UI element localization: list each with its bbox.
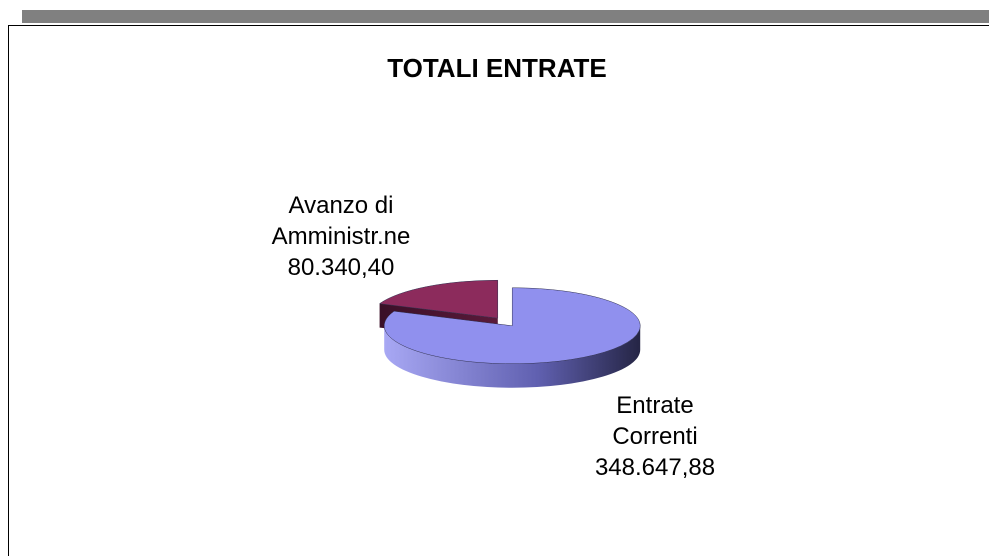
pie: [378, 279, 641, 388]
chart-frame: [8, 25, 989, 556]
top-bar: [22, 10, 989, 23]
category-label: Entrate Correnti: [612, 392, 698, 450]
slice-label: Avanzo di Amministr.ne 80.340,40: [256, 190, 426, 283]
chart-title: TOTALI ENTRATE: [387, 53, 607, 83]
slice-side: [384, 325, 641, 388]
category-label: Avanzo di Amministr.ne: [271, 192, 411, 250]
value-label: 80.340,40: [287, 254, 395, 281]
pie-slice: [384, 287, 641, 365]
slice-label: Entrate Correnti 348.647,88: [585, 390, 725, 483]
pie-slice: [378, 279, 499, 319]
value-label: 348.647,88: [594, 454, 716, 481]
